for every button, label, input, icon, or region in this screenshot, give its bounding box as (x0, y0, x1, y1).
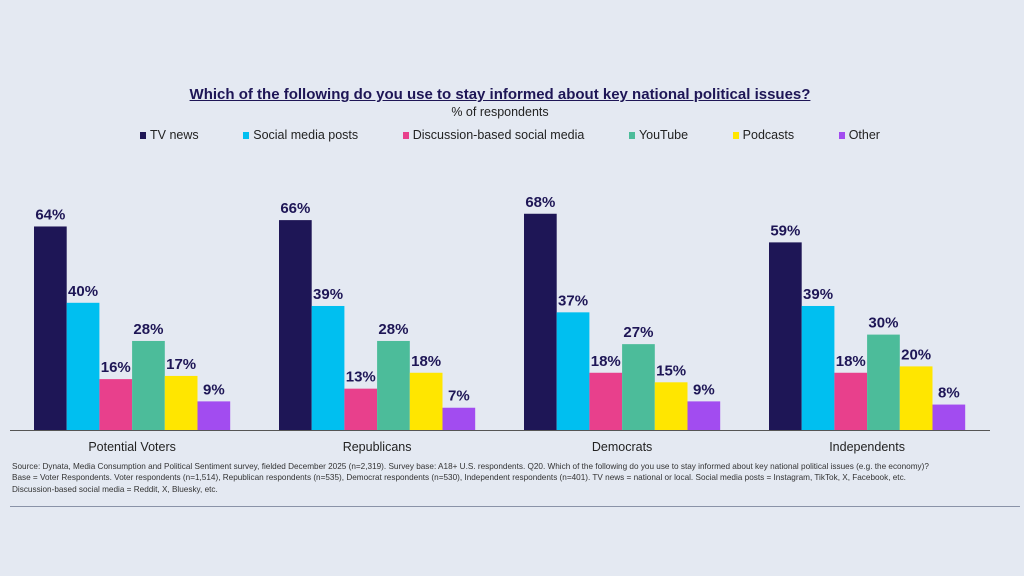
category-label: Potential Voters (88, 440, 176, 454)
legend-item-youtube: YouTube (628, 128, 689, 142)
legend-label: Social media posts (253, 128, 359, 142)
bar (66, 302, 100, 430)
legend-item-social-media-posts: Social media posts (243, 128, 358, 142)
bar (34, 226, 67, 430)
bar-chart: 64% 40% 16% 28% 17% 9% Potential Voters 66% 39% 1… (10, 194, 990, 454)
data-label: 59% (770, 222, 800, 239)
chart-title: Which of the following do you use to sta… (189, 86, 811, 103)
legend-label: Podcasts (742, 128, 795, 142)
category-label: Independents (829, 440, 905, 454)
data-label: 16% (101, 359, 131, 376)
bar (344, 388, 378, 430)
data-label: 15% (656, 362, 686, 379)
data-label: 39% (313, 286, 343, 303)
data-label: 37% (558, 292, 588, 309)
category-label: Democrats (592, 440, 652, 454)
legend-swatch (732, 131, 739, 139)
bar (834, 372, 868, 430)
data-label: 40% (68, 283, 98, 300)
bar (311, 305, 345, 430)
legend-swatch (140, 131, 146, 139)
data-label: 64% (35, 206, 65, 223)
footnote-line: Source: Dynata, Media Consumption and Po… (12, 462, 929, 471)
footnote-line: Base = Voter Respondents. Voter responde… (12, 473, 906, 483)
source-footnote: Source: Dynata, Media Consumption and Po… (12, 461, 1022, 495)
bar (769, 242, 802, 430)
bar (524, 213, 557, 430)
bar (197, 401, 231, 430)
bar (442, 407, 476, 430)
bar (556, 312, 590, 430)
legend-label: YouTube (638, 128, 689, 142)
bar (867, 334, 900, 430)
legend-swatch (628, 131, 635, 139)
data-label: 18% (836, 353, 866, 370)
bar (801, 305, 835, 430)
bar (377, 340, 410, 430)
data-label: 30% (868, 315, 898, 332)
bar (99, 379, 133, 430)
data-label: 68% (525, 194, 555, 211)
legend-label: Other (848, 128, 880, 142)
data-label: 9% (203, 381, 225, 398)
bar (164, 375, 198, 430)
data-label: 17% (166, 356, 196, 373)
data-label: 8% (938, 385, 960, 402)
bar (589, 372, 623, 430)
data-label: 39% (803, 286, 833, 303)
legend-swatch (838, 131, 845, 139)
legend-swatch (243, 131, 250, 139)
divider (10, 506, 1020, 507)
category-label: Republicans (343, 440, 412, 454)
legend-item-tv-news: TV news (140, 128, 199, 142)
legend-item-other: Other (838, 128, 880, 142)
data-label: 13% (346, 369, 376, 386)
data-label: 7% (448, 388, 470, 405)
bar (687, 401, 721, 430)
legend-label: TV news (150, 128, 199, 142)
footnote-line: Discussion-based social media = Reddit, … (12, 484, 218, 494)
legend: TV news Social media posts Discussion-ba… (140, 128, 880, 142)
bar (622, 344, 655, 430)
legend-item-discussion-based: Discussion-based social media (402, 128, 585, 142)
chart-subtitle: % of respondents (451, 105, 549, 119)
bar (409, 372, 443, 430)
data-label: 28% (378, 321, 408, 338)
bar (932, 404, 966, 430)
bar (654, 382, 688, 430)
bar (279, 220, 312, 430)
data-label: 18% (411, 353, 441, 370)
data-label: 27% (623, 324, 653, 341)
legend-item-podcasts: Podcasts (732, 128, 795, 142)
data-label: 66% (280, 200, 310, 217)
data-label: 9% (693, 381, 715, 398)
bar (899, 366, 933, 430)
legend-swatch (402, 131, 409, 139)
data-label: 28% (133, 321, 163, 338)
bar (132, 340, 165, 430)
legend-label: Discussion-based social media (412, 128, 585, 142)
data-label: 18% (591, 353, 621, 370)
data-label: 20% (901, 346, 931, 363)
